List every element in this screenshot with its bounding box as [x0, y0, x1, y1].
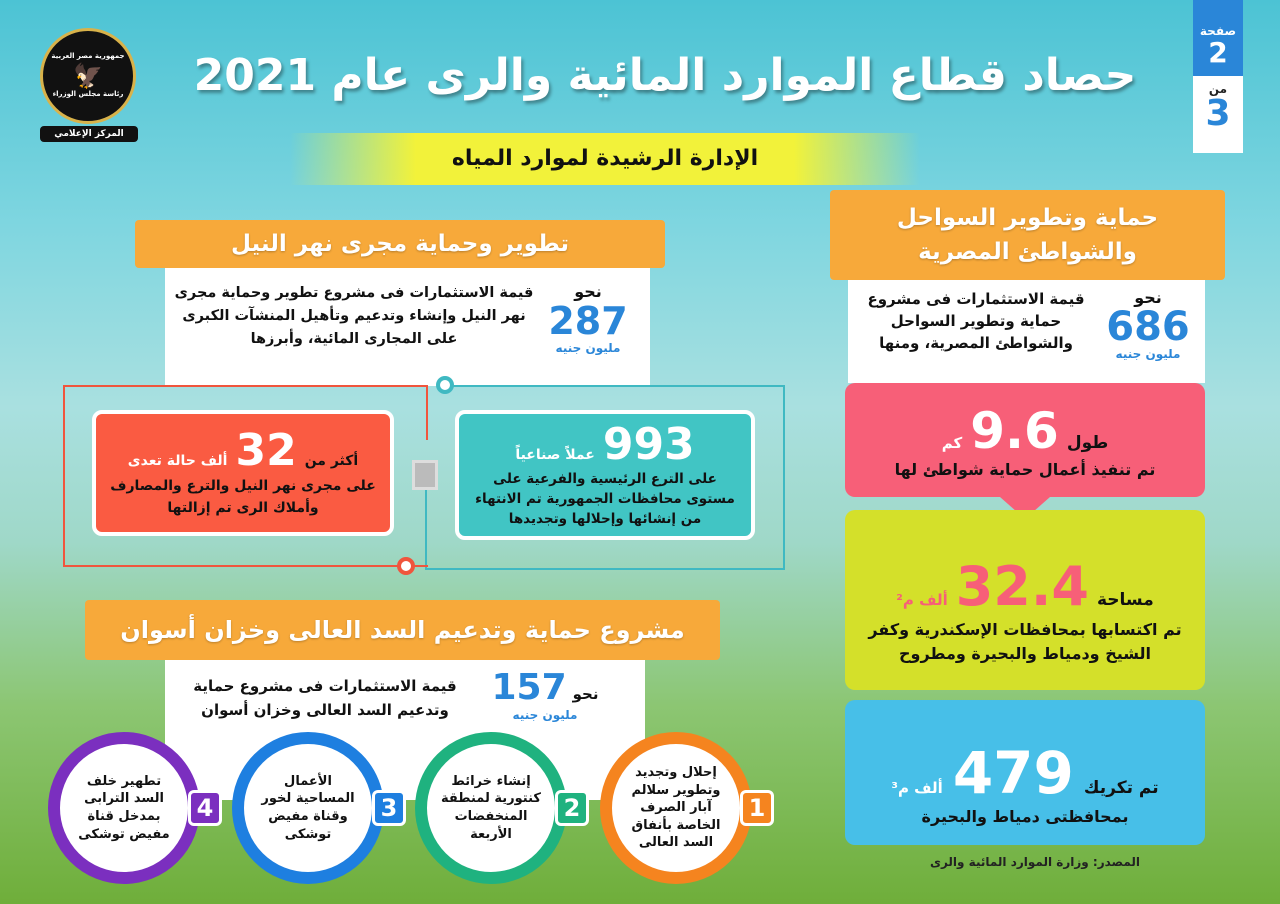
- dam-item-3: الأعمال المساحية لخور وقناة مفيض توشكى 3: [232, 732, 406, 884]
- length-text: تم تنفيذ أعمال حماية شواطئ لها: [894, 459, 1156, 479]
- dredging-value: 479: [952, 739, 1074, 807]
- connector-dot-red: [397, 557, 415, 575]
- length-unit: كم: [941, 433, 963, 452]
- dam-heading: مشروع حماية وتدعيم السد العالى وخزان أسو…: [85, 600, 720, 660]
- dam-item-2: إنشاء خرائط كنتورية لمنطقة المنخفضات الأ…: [415, 732, 589, 884]
- connector-teal: [445, 385, 785, 570]
- area-pre: مساحة: [1096, 589, 1154, 610]
- nile-investment-box: نحو 287 مليون جنيه قيمة الاستثمارات فى م…: [165, 268, 650, 386]
- page-title: حصاد قطاع الموارد المائية والرى عام 2021: [193, 50, 1137, 101]
- dam-item-number: 1: [740, 790, 774, 826]
- nile-amount: 287: [548, 299, 628, 343]
- dam-item-text: إنشاء خرائط كنتورية لمنطقة المنخفضات الأ…: [441, 773, 541, 842]
- nile-approx: نحو: [574, 282, 602, 301]
- eagle-emblem-icon: 🦅: [73, 62, 103, 90]
- page-subtitle: الإدارة الرشيدة لموارد المياه: [290, 133, 920, 185]
- coasts-approx: نحو: [1134, 288, 1162, 307]
- dam-item-text: الأعمال المساحية لخور وقناة مفيض توشكى: [261, 773, 355, 842]
- nile-unit: مليون جنيه: [555, 341, 621, 355]
- dredging-pre: تم تكريك: [1083, 778, 1159, 798]
- length-value: 9.6: [970, 401, 1059, 460]
- violations-text: على مجرى نهر النيل والترع والمصارف وأملا…: [110, 478, 376, 516]
- coasts-unit: مليون جنيه: [1115, 347, 1181, 361]
- logo-top-text: جمهورية مصر العربية: [51, 52, 125, 61]
- works-text: على الترع الرئيسية والفرعية على مستوى مح…: [475, 471, 735, 527]
- works-unit: عملاً صناعياً: [515, 447, 595, 463]
- area-unit: ألف م²: [896, 590, 948, 609]
- violations-value: 32: [235, 425, 297, 476]
- coasts-investment-box: نحو 686 مليون جنيه قيمة الاستثمارات فى م…: [848, 280, 1205, 383]
- coasts-description: قيمة الاستثمارات فى مشروع حماية وتطوير ا…: [867, 290, 1085, 352]
- dam-item-1: إحلال وتجديد وتطوير سلالم آبار الصرف الخ…: [600, 732, 774, 884]
- dam-unit: مليون جنيه: [512, 708, 578, 722]
- coast-stat-length: طول 9.6 كم تم تنفيذ أعمال حماية شواطئ له…: [845, 383, 1205, 497]
- violations-unit: ألف حالة تعدى: [127, 453, 228, 469]
- cabinet-logo: جمهورية مصر العربية 🦅 رئاسة مجلس الوزراء…: [40, 28, 138, 146]
- logo-bottom-text: المركز الإعلامي: [40, 126, 138, 142]
- connector-red-right: [426, 385, 428, 440]
- coast-stat-dredging: تم تكريك 479 ألف م³ بمحافظتى دمياط والبح…: [845, 700, 1205, 845]
- dam-amount: 157: [491, 667, 567, 708]
- dam-item-number: 4: [188, 790, 222, 826]
- coast-stat-area: مساحة 32.4 ألف م² تم اكتسابها بمحافظات ا…: [845, 510, 1205, 690]
- connector-square: [412, 460, 438, 490]
- page-current: 2: [1208, 36, 1228, 69]
- area-value: 32.4: [955, 554, 1089, 618]
- connector-red: [63, 385, 428, 567]
- dredging-text: بمحافظتى دمياط والبحيرة: [921, 807, 1129, 826]
- page-label: صفحة: [1199, 24, 1237, 38]
- dam-item-text: تطهير خلف السد الترابى بمدخل قناة مفيض ت…: [78, 773, 170, 842]
- dredging-unit: ألف م³: [891, 779, 943, 797]
- dam-description: قيمة الاستثمارات فى مشروع حماية وتدعيم ا…: [193, 677, 457, 719]
- connector-teal-left: [425, 470, 445, 570]
- violations-pre: أكثر من: [304, 453, 359, 469]
- nile-works-card: 993 عملاً صناعياً على الترع الرئيسية وال…: [455, 410, 755, 540]
- dam-item-number: 2: [555, 790, 589, 826]
- page-total: 3: [1205, 93, 1231, 134]
- page-of: من: [1208, 82, 1228, 96]
- length-pre: طول: [1066, 432, 1109, 453]
- dam-item-text: إحلال وتجديد وتطوير سلالم آبار الصرف الخ…: [631, 765, 721, 851]
- page-badge: صفحة 2 من 3: [1193, 0, 1243, 153]
- coasts-heading: حماية وتطوير السواحل والشواطئ المصرية: [830, 190, 1225, 280]
- nile-heading: تطوير وحماية مجرى نهر النيل: [135, 220, 665, 268]
- nile-violations-card: أكثر من 32 ألف حالة تعدى على مجرى نهر ال…: [92, 410, 394, 536]
- area-text: تم اكتسابها بمحافظات الإسكندرية وكفر الش…: [868, 619, 1182, 663]
- dam-approx: نحو: [572, 685, 599, 703]
- nile-description: قيمة الاستثمارات فى مشروع تطوير وحماية م…: [174, 285, 534, 347]
- connector-dot-teal: [436, 376, 454, 394]
- logo-middle-text: رئاسة مجلس الوزراء: [52, 90, 124, 98]
- coasts-amount: 686: [1106, 304, 1190, 350]
- dam-item-4: تطهير خلف السد الترابى بمدخل قناة مفيض ت…: [48, 732, 222, 884]
- dam-item-number: 3: [372, 790, 406, 826]
- source-note: المصدر: وزارة الموارد المائية والرى: [929, 855, 1141, 869]
- works-value: 993: [602, 419, 695, 470]
